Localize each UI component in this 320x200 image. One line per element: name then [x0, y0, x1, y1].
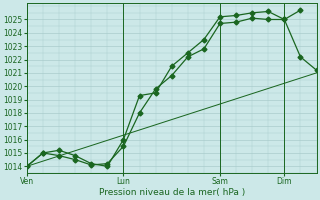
X-axis label: Pression niveau de la mer( hPa ): Pression niveau de la mer( hPa ) — [99, 188, 245, 197]
